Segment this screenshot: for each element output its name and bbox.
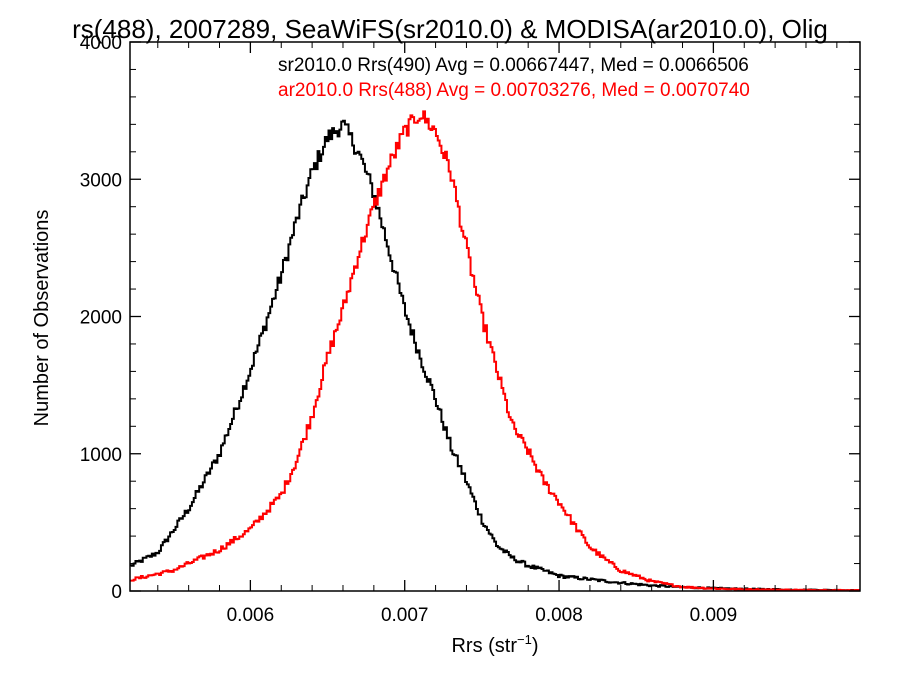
x-tick-label: 0.009 [690, 605, 738, 626]
y-tick-label: 3000 [80, 170, 122, 191]
x-axis-label-main: Rrs (str [451, 635, 517, 657]
y-tick-label: 0 [111, 582, 122, 603]
legend: sr2010.0 Rrs(490) Avg = 0.00667447, Med … [278, 55, 750, 101]
y-axis-label: Number of Observations [31, 210, 53, 427]
series-layer [130, 110, 860, 592]
y-tick-label: 1000 [80, 445, 122, 466]
y-tick-label: 4000 [80, 33, 122, 54]
x-axis-label: Rrs (str−1) [451, 632, 538, 657]
legend-entry-sr: sr2010.0 Rrs(490) Avg = 0.00667447, Med … [278, 55, 749, 76]
x-axis-label-close: ) [532, 635, 539, 657]
y-tick-label: 2000 [80, 308, 122, 329]
chart-title: rs(488), 2007289, SeaWiFS(sr2010.0) & MO… [72, 14, 828, 44]
series-line-ar [130, 110, 860, 592]
x-axis-label-sup: −1 [517, 632, 532, 647]
legend-entry-ar: ar2010.0 Rrs(488) Avg = 0.00703276, Med … [278, 80, 750, 101]
x-tick-label: 0.006 [227, 605, 275, 626]
x-tick-label: 0.007 [381, 605, 429, 626]
axes-layer: 0.006 0.007 0.008 0.009 0 1000 2000 3000 4000 [80, 33, 860, 626]
x-tick-label: 0.008 [535, 605, 583, 626]
